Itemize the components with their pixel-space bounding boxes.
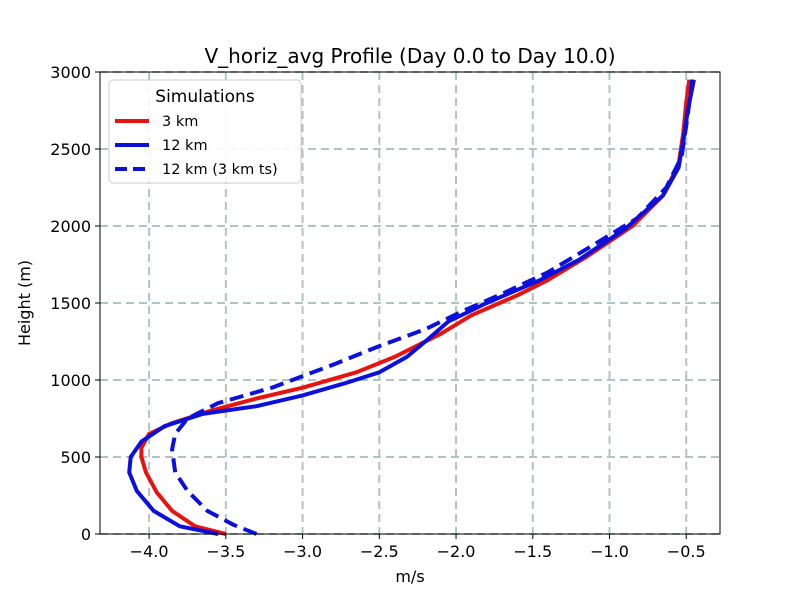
y-tick-label: 500 [60, 448, 91, 467]
legend-label-1: 3 km [162, 114, 198, 130]
x-tick-label: −1.0 [590, 542, 629, 561]
y-tick-label: 3000 [50, 63, 91, 82]
x-tick-label: −2.5 [360, 542, 399, 561]
x-tick-label: −3.0 [283, 542, 322, 561]
y-axis-label: Height (m) [15, 260, 34, 346]
x-tick-label: −3.5 [206, 542, 245, 561]
legend-entries: 3 km 12 km 12 km (3 km ts) [115, 114, 278, 178]
legend-title: Simulations [155, 87, 255, 107]
legend-label-3: 12 km (3 km ts) [162, 162, 278, 178]
x-axis-label: m/s [395, 567, 424, 586]
legend-label-2: 12 km [162, 138, 208, 154]
chart-title: V_horiz_avg Profile (Day 0.0 to Day 10.0… [205, 44, 616, 68]
series-line-3 [170, 79, 695, 536]
axis-ticks: −4.0 −3.5 −3.0 −2.5 −2.0 −1.5 −1.0 −0.5 0 500 1000… [50, 63, 705, 561]
y-tick-label: 1000 [50, 371, 91, 390]
x-tick-label: −1.5 [513, 542, 552, 561]
y-tick-label: 2000 [50, 217, 91, 236]
legend-box [108, 79, 302, 184]
y-tick-label: 1500 [50, 294, 91, 313]
series-line-2 [127, 79, 696, 536]
y-tick-label: 0 [81, 525, 91, 544]
y-tick-label: 2500 [50, 140, 91, 159]
x-tick-label: −4.0 [130, 542, 169, 561]
legend: Simulations 3 km 12 km 12 km (3 km ts) [108, 79, 302, 184]
x-tick-label: −2.0 [437, 542, 476, 561]
series-lines [127, 79, 696, 536]
grid [100, 71, 720, 535]
x-tick-label: −0.5 [667, 542, 706, 561]
